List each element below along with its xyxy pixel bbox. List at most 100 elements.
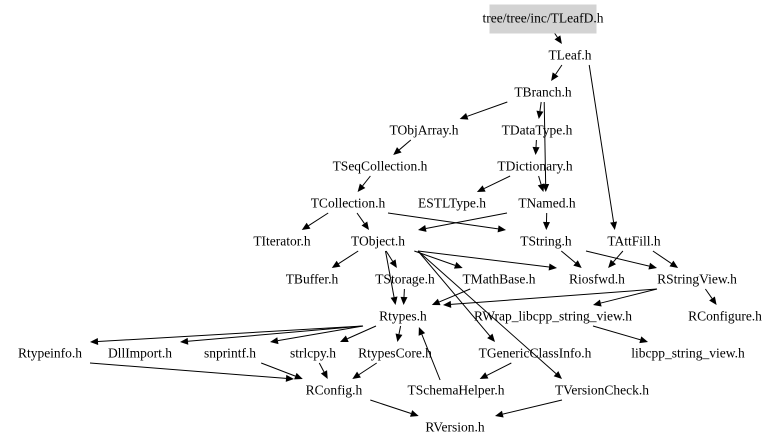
node-TBranch[interactable]: TBranch.h	[514, 85, 572, 100]
node-label: TAttFill.h	[607, 234, 661, 249]
arrowhead-icon	[548, 263, 557, 271]
node-RVersion[interactable]: RVersion.h	[425, 420, 485, 435]
node-DllImport[interactable]: DllImport.h	[108, 346, 172, 361]
edge-line	[450, 288, 658, 305]
arrowhead-icon	[418, 327, 426, 336]
arrowhead-icon	[393, 147, 402, 155]
edge-TNamed-to-TObject	[418, 212, 508, 232]
edge-line	[417, 250, 557, 375]
node-Rtypes[interactable]: Rtypes.h	[379, 309, 427, 324]
edge-TAttFill-to-Riosfwd	[608, 250, 624, 268]
edge-line	[539, 101, 542, 112]
node-snprintf[interactable]: snprintf.h	[204, 346, 256, 361]
node-label: tree/tree/inc/TLeafD.h	[482, 11, 603, 26]
node-Rtypeinfo[interactable]: Rtypeinfo.h	[18, 346, 82, 361]
node-label: Rtypes.h	[379, 309, 427, 324]
root-node-box	[489, 4, 597, 34]
edge-line	[600, 288, 658, 304]
arrowhead-icon	[709, 296, 717, 305]
node-TBuffer[interactable]: TBuffer.h	[286, 272, 339, 287]
arrowhead-icon	[395, 333, 403, 342]
edge-TObjArray-to-TSeqCollection	[393, 139, 412, 155]
node-label: libcpp_string_view.h	[631, 346, 745, 361]
edge-TGenericClassInfo-to-TSchemaHelper	[479, 362, 512, 379]
node-label: TStorage.h	[375, 272, 435, 287]
arrowhead-icon	[610, 221, 618, 230]
edge-line	[421, 334, 441, 381]
arrowhead-icon	[90, 338, 99, 346]
arrowhead-icon	[608, 259, 616, 268]
node-libcpp[interactable]: libcpp_string_view.h	[631, 346, 745, 361]
node-TSchemaHelper[interactable]: TSchemaHelper.h	[407, 383, 504, 398]
node-label: TSeqCollection.h	[333, 159, 428, 174]
edge-line	[97, 325, 364, 343]
node-TLeafD[interactable]: tree/tree/inc/TLeafD.h	[482, 4, 604, 34]
node-RtypesCore[interactable]: RtypesCore.h	[358, 346, 432, 361]
node-TNamed[interactable]: TNamed.h	[518, 196, 576, 211]
node-TVersionCheck[interactable]: TVersionCheck.h	[555, 383, 649, 398]
node-TIterator[interactable]: TIterator.h	[253, 234, 311, 249]
edge-TObject-to-Riosfwd	[417, 250, 557, 271]
arrowhead-icon	[270, 337, 279, 345]
node-label: snprintf.h	[204, 346, 256, 361]
node-RStringView[interactable]: RStringView.h	[657, 272, 737, 287]
edge-line	[652, 250, 672, 264]
node-strlcpy[interactable]: strlcpy.h	[290, 346, 336, 361]
edge-line	[425, 212, 508, 229]
node-TObjArray[interactable]: TObjArray.h	[390, 123, 459, 138]
edge-line	[338, 250, 359, 265]
node-TStorage[interactable]: TStorage.h	[375, 272, 435, 287]
edge-TStorage-to-Rtypes	[400, 288, 408, 305]
node-TLeaf[interactable]: TLeaf.h	[548, 48, 591, 63]
arrowhead-icon	[532, 146, 540, 155]
node-ESTLType[interactable]: ESTLType.h	[418, 196, 486, 211]
arrowhead-icon	[542, 221, 550, 230]
edge-TNamed-to-TString	[542, 212, 550, 230]
node-label: TObject.h	[351, 234, 405, 249]
edge-RWrap-to-libcpp	[592, 325, 648, 344]
node-TAttFill[interactable]: TAttFill.h	[607, 234, 661, 249]
edge-snprintf-to-RConfig	[261, 362, 303, 380]
edge-line	[543, 101, 547, 185]
node-TString[interactable]: TString.h	[520, 234, 572, 249]
node-RConfig[interactable]: RConfig.h	[306, 383, 363, 398]
arrowhead-icon	[357, 183, 366, 192]
edge-TBranch-to-TObjArray	[459, 101, 508, 120]
edge-line	[438, 288, 471, 303]
node-TDictionary[interactable]: TDictionary.h	[497, 159, 572, 174]
node-label: RWrap_libcpp_string_view.h	[474, 309, 632, 324]
arrowhead-icon	[648, 262, 657, 270]
edge-line	[588, 64, 615, 223]
edge-line	[358, 362, 377, 376]
arrowhead-icon	[554, 35, 562, 44]
edge-TString-to-Riosfwd	[560, 250, 582, 268]
node-TObject[interactable]: TObject.h	[351, 234, 405, 249]
edge-line	[277, 325, 364, 342]
edge-line	[555, 64, 563, 75]
node-TDataType[interactable]: TDataType.h	[502, 123, 573, 138]
node-label: RConfig.h	[306, 383, 363, 398]
edge-TCollection-to-TObject	[356, 212, 369, 230]
edge-line	[486, 362, 512, 376]
node-TSeqCollection[interactable]: TSeqCollection.h	[333, 159, 428, 174]
node-TMathBase[interactable]: TMathBase.h	[462, 272, 535, 287]
edge-TSchemaHelper-to-Rtypes	[418, 327, 441, 381]
arrowhead-icon	[301, 222, 311, 230]
edge-TCollection-to-TString	[387, 212, 506, 233]
arrowhead-icon	[479, 372, 489, 379]
node-RConfigure[interactable]: RConfigure.h	[688, 309, 762, 324]
edge-TBranch-to-TNamed	[542, 101, 550, 192]
edge-line	[467, 101, 508, 117]
node-label: TMathBase.h	[462, 272, 535, 287]
node-RWrap[interactable]: RWrap_libcpp_string_view.h	[474, 309, 632, 324]
arrowhead-icon	[431, 298, 441, 306]
node-label: Riosfwd.h	[569, 272, 625, 287]
node-label: TSchemaHelper.h	[407, 383, 504, 398]
node-label: TVersionCheck.h	[555, 383, 649, 398]
node-Riosfwd[interactable]: Riosfwd.h	[569, 272, 625, 287]
edge-line	[592, 325, 641, 341]
arrowhead-icon	[443, 300, 452, 308]
node-TGenericClassInfo[interactable]: TGenericClassInfo.h	[479, 346, 592, 361]
node-TCollection[interactable]: TCollection.h	[311, 196, 386, 211]
arrowhead-icon	[331, 260, 341, 268]
